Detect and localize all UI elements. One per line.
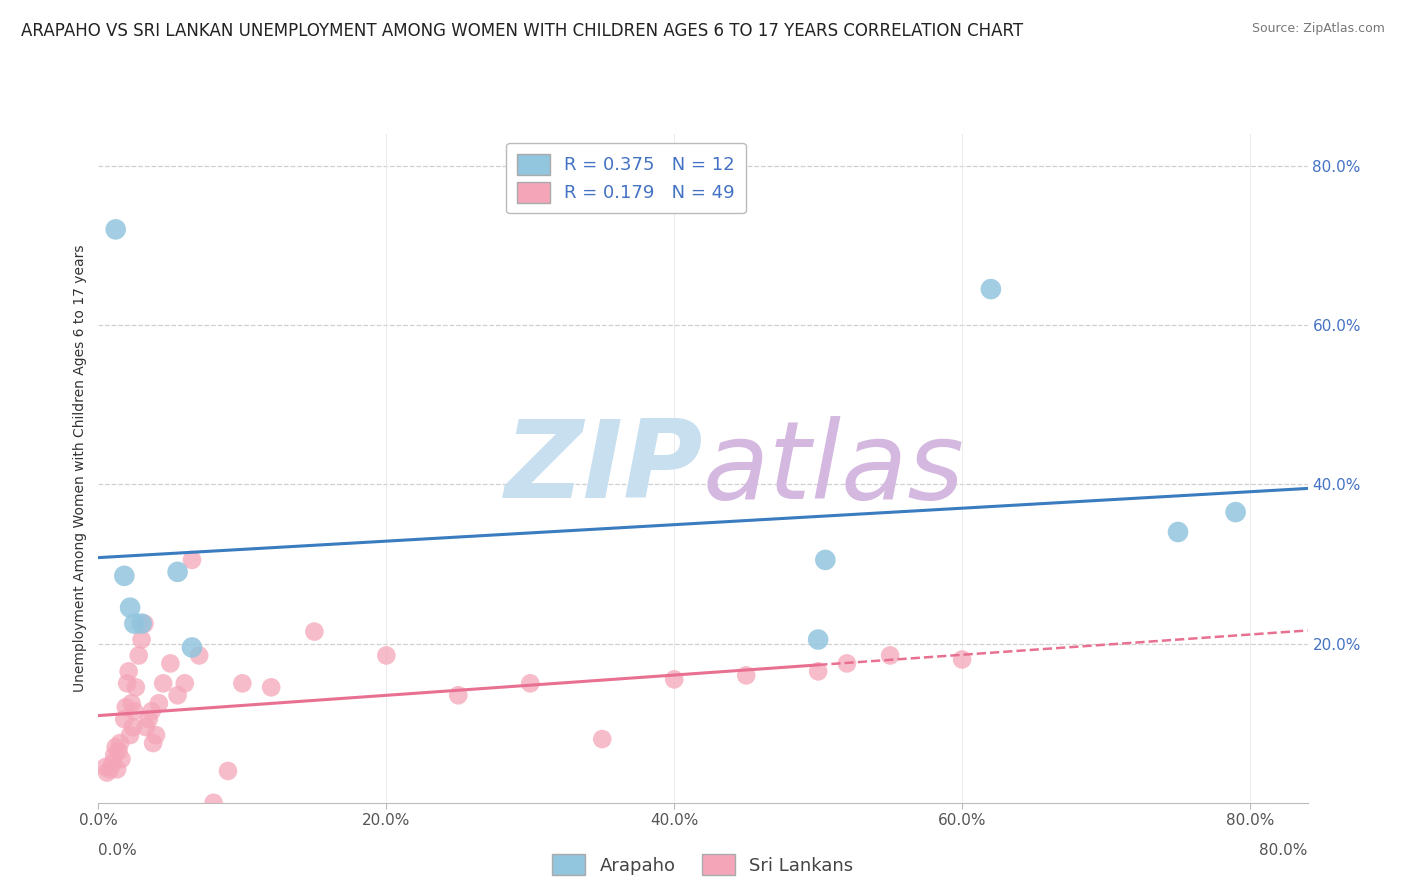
Point bbox=[814, 553, 837, 567]
Point bbox=[166, 565, 188, 579]
Point bbox=[96, 765, 118, 780]
Point bbox=[148, 696, 170, 710]
Point bbox=[980, 282, 1002, 296]
Point bbox=[118, 665, 141, 679]
Point bbox=[120, 600, 142, 615]
Point bbox=[105, 762, 128, 776]
Point bbox=[138, 712, 160, 726]
Point bbox=[120, 728, 142, 742]
Point bbox=[110, 752, 132, 766]
Text: Source: ZipAtlas.com: Source: ZipAtlas.com bbox=[1251, 22, 1385, 36]
Point bbox=[159, 657, 181, 671]
Point bbox=[112, 712, 135, 726]
Point bbox=[1167, 524, 1189, 539]
Text: atlas: atlas bbox=[703, 416, 965, 521]
Point bbox=[835, 657, 858, 671]
Point bbox=[142, 736, 165, 750]
Y-axis label: Unemployment Among Women with Children Ages 6 to 17 years: Unemployment Among Women with Children A… bbox=[73, 244, 87, 692]
Legend: Arapaho, Sri Lankans: Arapaho, Sri Lankans bbox=[544, 846, 862, 884]
Point bbox=[98, 762, 121, 776]
Point bbox=[166, 688, 188, 702]
Point bbox=[121, 696, 143, 710]
Point bbox=[375, 648, 398, 663]
Point bbox=[112, 569, 135, 583]
Point bbox=[122, 720, 145, 734]
Point bbox=[735, 668, 758, 682]
Point bbox=[181, 553, 204, 567]
Point bbox=[128, 648, 150, 663]
Point bbox=[114, 700, 136, 714]
Point bbox=[181, 640, 204, 655]
Point bbox=[447, 688, 470, 702]
Point bbox=[107, 744, 129, 758]
Point bbox=[101, 756, 124, 770]
Point bbox=[115, 676, 138, 690]
Point bbox=[807, 665, 830, 679]
Point bbox=[664, 673, 686, 687]
Point bbox=[124, 704, 146, 718]
Point bbox=[134, 616, 156, 631]
Point bbox=[260, 681, 283, 695]
Text: ARAPAHO VS SRI LANKAN UNEMPLOYMENT AMONG WOMEN WITH CHILDREN AGES 6 TO 17 YEARS : ARAPAHO VS SRI LANKAN UNEMPLOYMENT AMONG… bbox=[21, 22, 1024, 40]
Point bbox=[202, 796, 225, 810]
Text: ZIP: ZIP bbox=[505, 416, 703, 521]
Point bbox=[131, 632, 153, 647]
Point bbox=[94, 760, 117, 774]
Point bbox=[141, 704, 163, 718]
Point bbox=[807, 632, 830, 647]
Point bbox=[519, 676, 541, 690]
Point bbox=[125, 681, 148, 695]
Point bbox=[879, 648, 901, 663]
Point bbox=[103, 747, 125, 762]
Point bbox=[104, 740, 127, 755]
Point bbox=[152, 676, 174, 690]
Text: 80.0%: 80.0% bbox=[1260, 843, 1308, 858]
Point bbox=[173, 676, 195, 690]
Point bbox=[1225, 505, 1247, 519]
Point bbox=[145, 728, 167, 742]
Point bbox=[135, 720, 157, 734]
Point bbox=[108, 736, 131, 750]
Point bbox=[304, 624, 326, 639]
Point bbox=[950, 652, 973, 666]
Point bbox=[188, 648, 211, 663]
Point bbox=[231, 676, 253, 690]
Point bbox=[591, 732, 613, 747]
Text: 0.0%: 0.0% bbox=[98, 843, 138, 858]
Point bbox=[131, 616, 153, 631]
Point bbox=[124, 616, 146, 631]
Point bbox=[104, 222, 127, 236]
Point bbox=[217, 764, 239, 778]
